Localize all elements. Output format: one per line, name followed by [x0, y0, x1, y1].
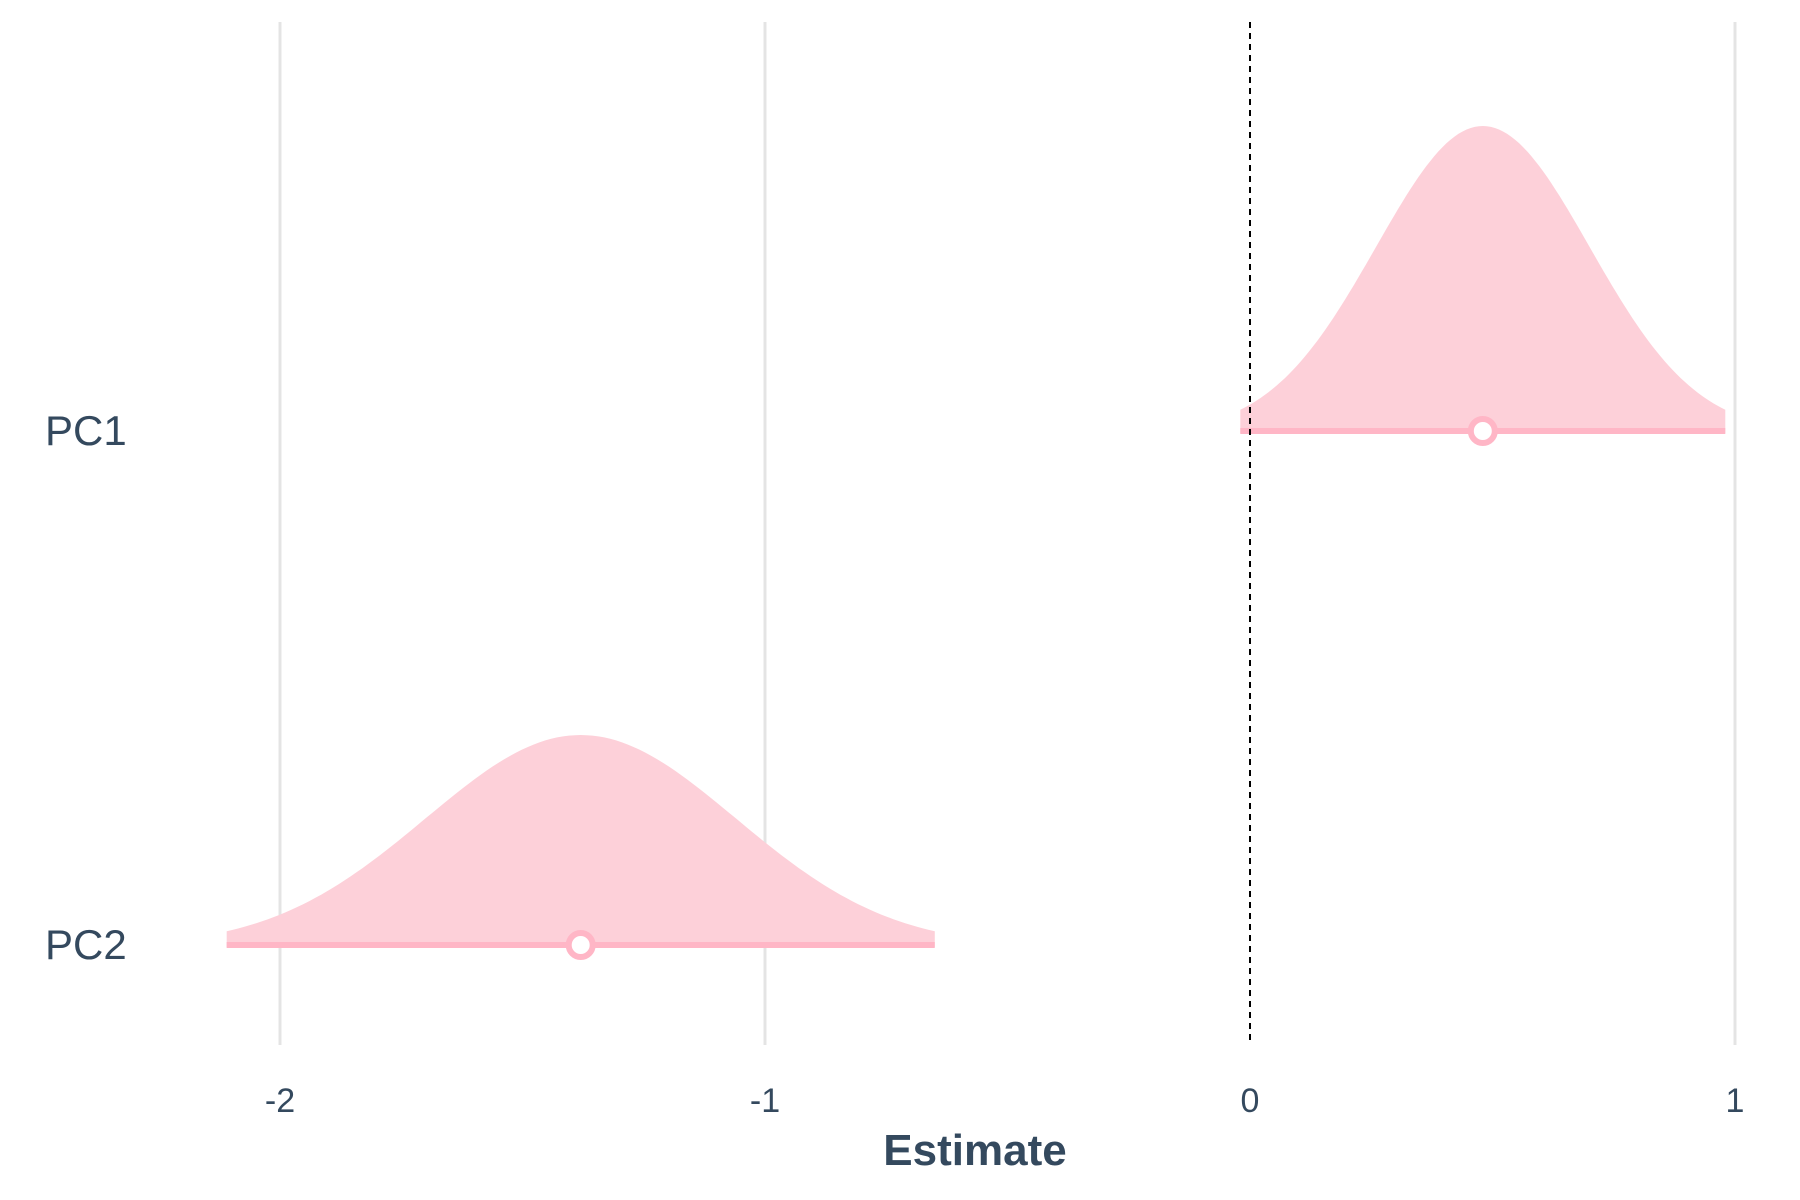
density-ridge-pc2 — [226, 735, 935, 947]
category-label-pc2: PC2 — [45, 921, 127, 968]
density-ridges — [226, 126, 1726, 960]
x-axis-ticks: -2 -1 0 1 — [265, 1082, 1745, 1120]
y-axis-categories: PC1 PC2 — [45, 407, 127, 968]
x-tick-label: -1 — [750, 1082, 780, 1120]
x-tick-label: 0 — [1241, 1082, 1260, 1120]
point-estimate-pc1 — [1467, 416, 1498, 446]
x-tick-label: 1 — [1726, 1082, 1745, 1120]
x-axis-title: Estimate — [883, 1126, 1066, 1175]
x-tick-label: -2 — [265, 1082, 295, 1120]
density-ridge-pc1 — [1240, 126, 1726, 433]
category-label-pc1: PC1 — [45, 407, 127, 454]
point-estimate-pc2 — [565, 930, 596, 960]
